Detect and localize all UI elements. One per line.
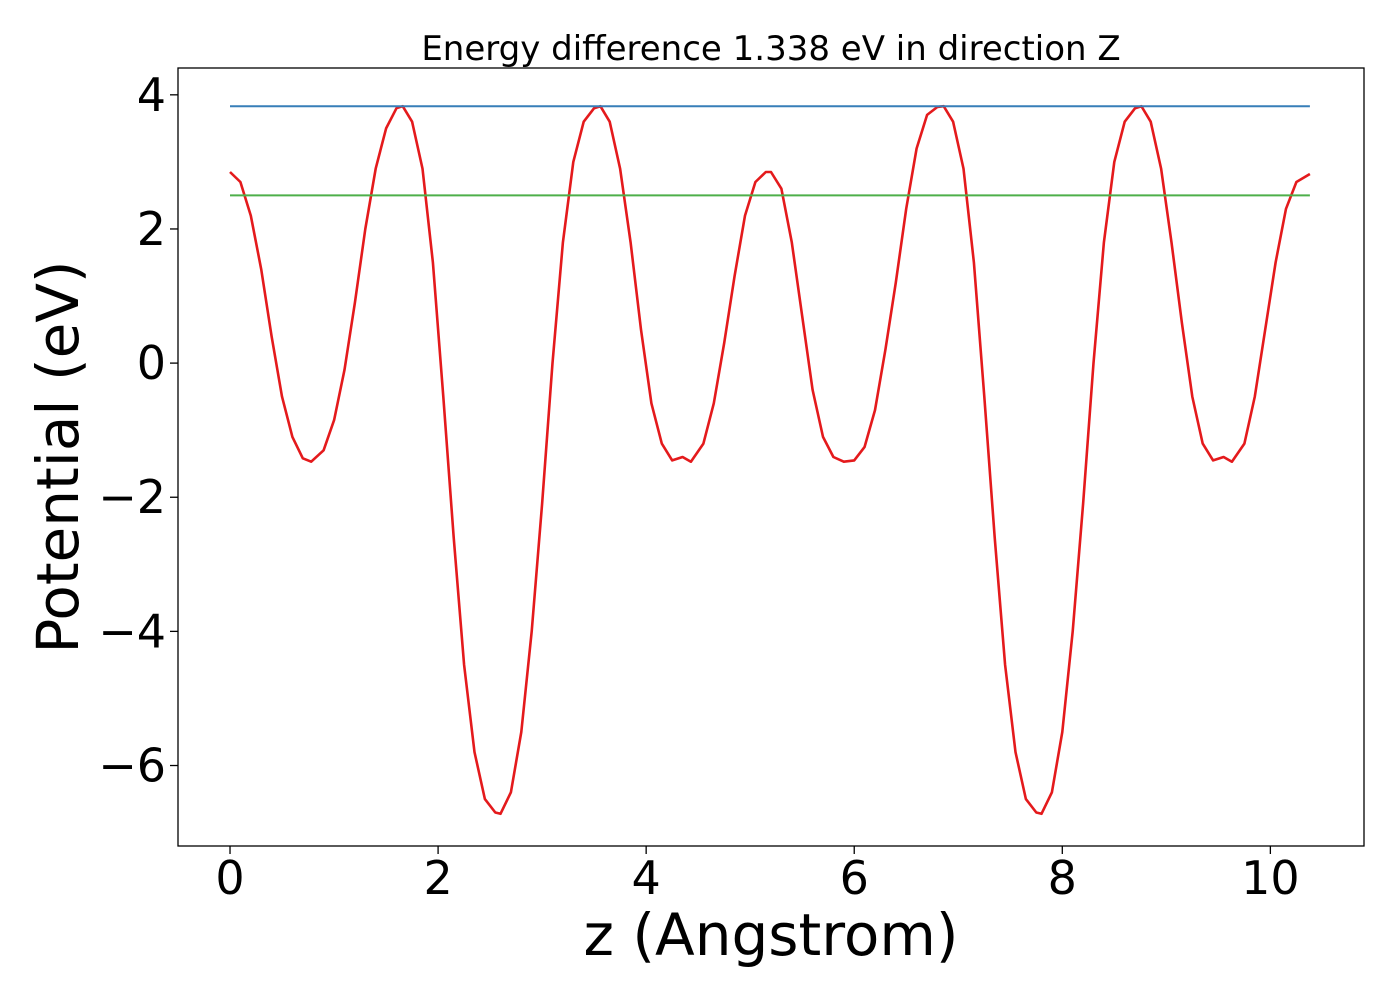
chart-title: Energy difference 1.338 eV in direction …: [421, 29, 1120, 69]
series-line-0: [229, 104, 1311, 816]
y-tick-label: 4: [137, 68, 166, 122]
y-tick-label: 0: [137, 336, 166, 390]
x-tick-label: 0: [215, 851, 244, 905]
x-tick-label: 2: [423, 851, 452, 905]
y-axis-label: Potential (eV): [24, 260, 92, 653]
x-tick-label: 10: [1241, 851, 1300, 905]
y-tick-label: −2: [98, 470, 166, 524]
y-tick-label: 2: [137, 202, 166, 256]
y-tick-label: −6: [98, 739, 166, 793]
y-tick-label: −4: [98, 604, 166, 658]
x-tick-label: 6: [840, 851, 869, 905]
x-axis-label: z (Angstrom): [584, 901, 959, 969]
x-tick-label: 4: [632, 851, 661, 905]
plot-frame: [177, 67, 1365, 847]
x-tick-label: 8: [1048, 851, 1077, 905]
series-layer: [229, 104, 1311, 816]
ticks-layer: 0 2 4 6 8 10 4 2 0 −2 −4 −6: [98, 68, 1299, 905]
